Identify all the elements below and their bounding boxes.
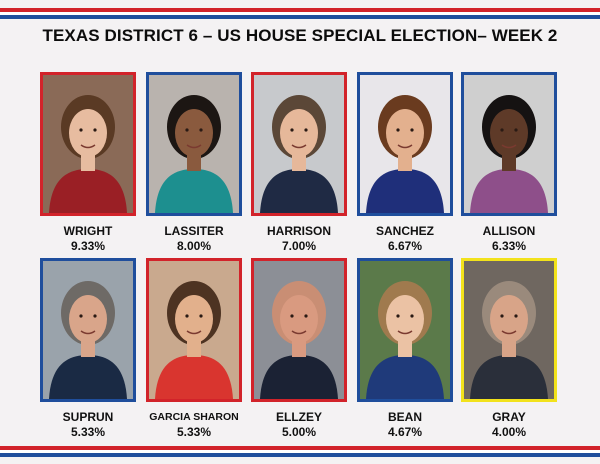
top-stripe-blue [0,15,600,19]
portrait-illustration [464,75,554,213]
candidate-card: SUPRUN 5.33% [40,258,136,440]
candidate-card: LASSITER 8.00% [146,72,242,254]
candidate-percent: 4.00% [491,425,527,439]
top-stripe-white [0,12,600,15]
candidate-percent: 5.33% [176,425,212,439]
candidate-name: SANCHEZ [375,224,434,238]
candidate-name: WRIGHT [63,224,113,238]
candidate-photo [251,258,347,402]
candidate-percent: 5.33% [70,425,106,439]
candidate-percent: 7.00% [281,239,317,253]
candidate-name: LASSITER [164,224,224,238]
bottom-stripe-red [0,446,600,450]
candidate-photo [461,258,557,402]
portrait-illustration [43,75,133,213]
candidate-name: ALLISON [482,224,536,238]
candidate-name: HARRISON [266,224,331,238]
page-title: TEXAS DISTRICT 6 – US HOUSE SPECIAL ELEC… [42,26,558,45]
candidate-photo [251,72,347,216]
portrait-illustration [360,75,450,213]
portrait-illustration [360,261,450,399]
candidate-percent: 6.67% [387,239,423,253]
candidate-percent: 5.00% [281,425,317,439]
candidate-card: BEAN 4.67% [357,258,453,440]
candidate-name: GARCIA SHARON [149,411,239,423]
candidate-photo [357,258,453,402]
candidate-card: GRAY 4.00% [461,258,557,440]
candidate-photo [146,258,242,402]
candidate-percent: 6.33% [491,239,527,253]
candidate-card: WRIGHT 9.33% [40,72,136,254]
top-stripe-red [0,8,600,12]
portrait-illustration [43,261,133,399]
candidate-name: ELLZEY [275,410,322,424]
candidate-card: HARRISON 7.00% [251,72,347,254]
portrait-illustration [149,75,239,213]
candidate-percent: 8.00% [176,239,212,253]
portrait-illustration [464,261,554,399]
candidate-name: SUPRUN [62,410,114,424]
candidate-card: GARCIA SHARON 5.33% [146,258,242,440]
candidate-card: ALLISON 6.33% [461,72,557,254]
portrait-illustration [254,75,344,213]
candidate-photo [40,258,136,402]
bottom-stripe-blue [0,453,600,457]
candidate-photo [461,72,557,216]
candidate-card: ELLZEY 5.00% [251,258,347,440]
candidate-photo [357,72,453,216]
portrait-illustration [149,261,239,399]
candidate-percent: 4.67% [387,425,423,439]
candidate-name: BEAN [387,410,422,424]
candidate-photo [146,72,242,216]
candidate-percent: 9.33% [70,239,106,253]
candidate-card: SANCHEZ 6.67% [357,72,453,254]
bottom-stripe-white [0,450,600,453]
candidate-name: GRAY [492,410,526,424]
candidate-photo [40,72,136,216]
portrait-illustration [254,261,344,399]
